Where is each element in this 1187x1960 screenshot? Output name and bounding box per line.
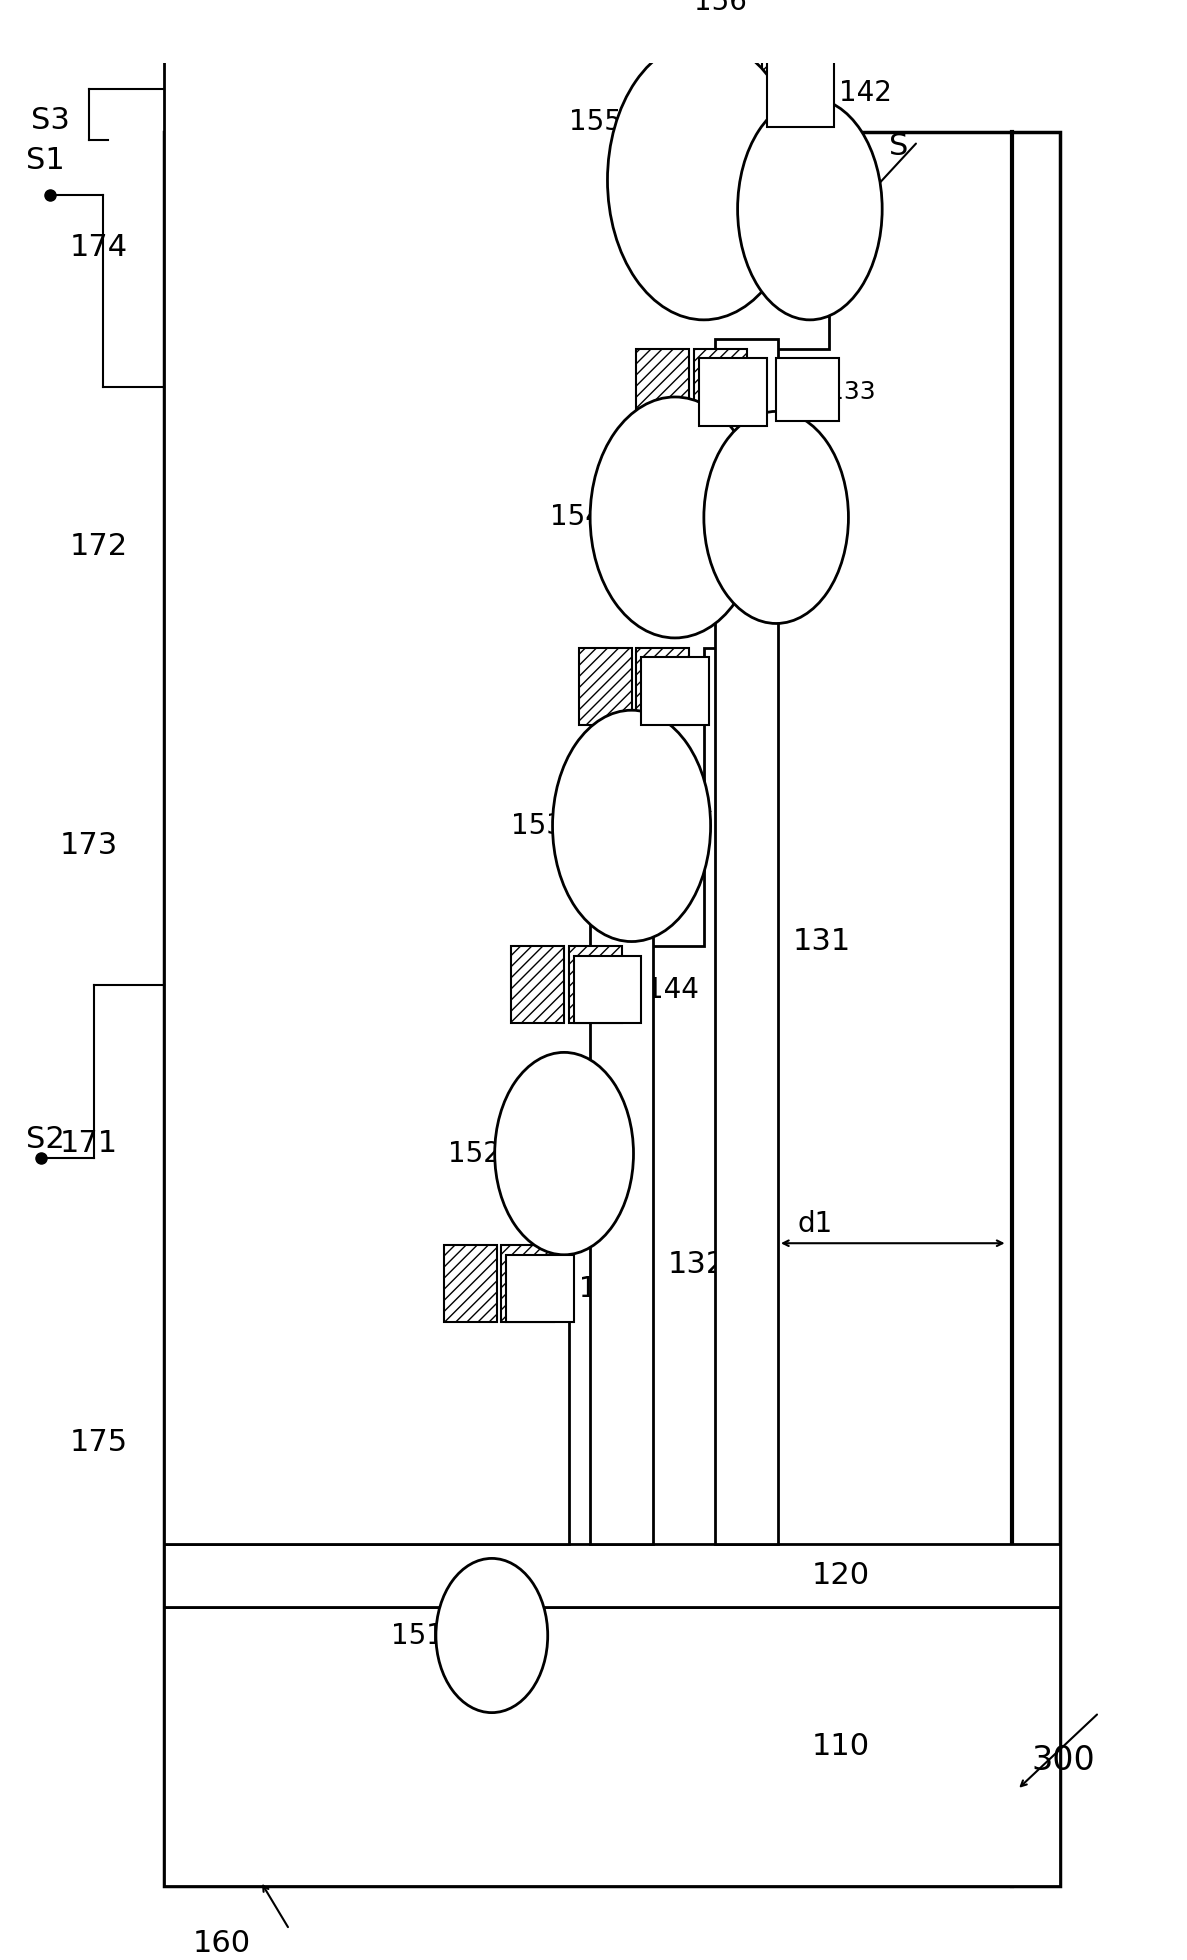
Bar (164, 1544, 1060, 1607)
Text: d2: d2 (667, 778, 703, 806)
Bar (636, 647, 690, 725)
Bar (641, 657, 709, 725)
Polygon shape (164, 49, 830, 1544)
Text: 172: 172 (70, 531, 128, 561)
Bar (762, 49, 814, 127)
Bar (507, 1254, 573, 1323)
Text: 154: 154 (550, 504, 603, 531)
Text: 142: 142 (839, 78, 891, 108)
Text: 143: 143 (578, 1274, 631, 1303)
Text: 173: 173 (61, 831, 119, 860)
Text: 120: 120 (812, 1562, 870, 1590)
Ellipse shape (737, 0, 853, 25)
Bar (636, 349, 690, 425)
Text: 145: 145 (742, 435, 795, 465)
Text: d1: d1 (798, 1209, 832, 1239)
Text: 175: 175 (70, 1429, 128, 1456)
Text: 156: 156 (694, 0, 747, 16)
Bar (716, 339, 777, 1544)
Bar (164, 1607, 1060, 1886)
Bar (704, 49, 757, 127)
Text: 153: 153 (512, 811, 564, 841)
Text: 144: 144 (646, 976, 699, 1004)
Text: S3: S3 (31, 106, 70, 135)
Text: 141: 141 (713, 676, 767, 706)
Bar (776, 359, 839, 421)
Bar (501, 1245, 554, 1323)
Text: 110: 110 (812, 1733, 870, 1760)
Text: 155: 155 (569, 108, 622, 137)
Ellipse shape (608, 41, 800, 319)
Ellipse shape (590, 398, 760, 637)
Text: 133: 133 (732, 127, 786, 155)
Text: E: E (858, 167, 876, 194)
Text: 300: 300 (1032, 1744, 1096, 1778)
Text: S1: S1 (26, 147, 65, 174)
Bar (573, 956, 641, 1023)
Bar (767, 59, 834, 127)
Text: 132: 132 (667, 1250, 725, 1280)
Text: S2: S2 (26, 1125, 65, 1154)
Text: 171: 171 (61, 1129, 119, 1158)
Text: 174: 174 (70, 233, 128, 263)
Text: 131: 131 (793, 927, 851, 956)
Bar (569, 947, 622, 1023)
Bar (164, 131, 1060, 1886)
Text: L133: L133 (814, 380, 876, 404)
Bar (444, 1245, 496, 1323)
Text: 152: 152 (449, 1139, 501, 1168)
Bar (699, 359, 767, 425)
Text: S: S (889, 131, 908, 161)
Ellipse shape (495, 1053, 634, 1254)
Ellipse shape (552, 710, 711, 941)
Bar (578, 647, 631, 725)
Bar (512, 947, 564, 1023)
Bar (694, 349, 748, 425)
Ellipse shape (737, 98, 882, 319)
Text: 160: 160 (193, 1929, 252, 1958)
Text: 151: 151 (391, 1621, 444, 1650)
Ellipse shape (436, 1558, 547, 1713)
Ellipse shape (704, 412, 849, 623)
Bar (590, 888, 653, 1544)
